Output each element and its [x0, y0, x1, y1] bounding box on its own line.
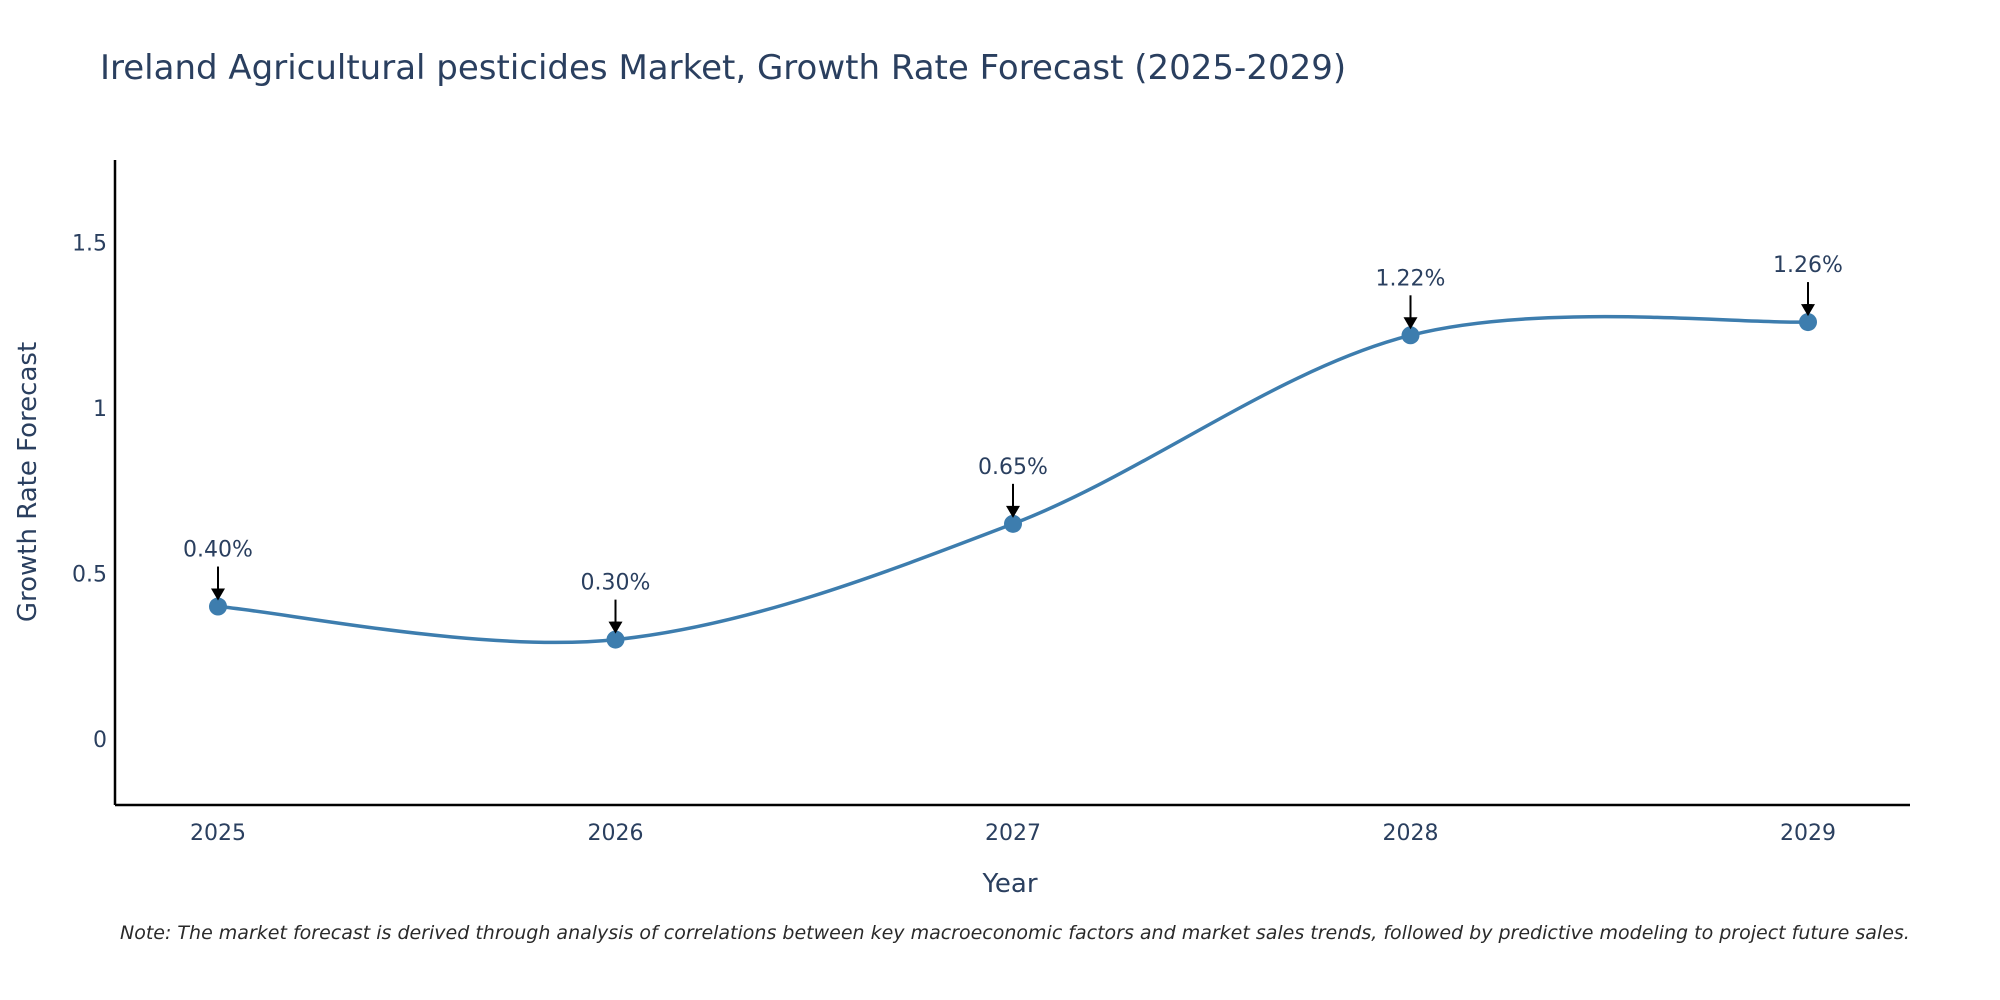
annotation-arrowhead — [608, 621, 623, 634]
data-label: 0.40% — [183, 538, 253, 563]
y-tick-label: 0.5 — [72, 562, 107, 587]
data-point — [1799, 313, 1817, 332]
y-axis-ticks: 0 0.5 1 1.5 — [72, 232, 107, 753]
data-label: 0.65% — [978, 455, 1048, 480]
data-label: 1.26% — [1773, 253, 1843, 278]
x-tick-label: 2027 — [985, 821, 1041, 846]
annotation-arrowhead — [1403, 317, 1418, 330]
y-tick-label: 1 — [93, 397, 107, 422]
x-axis-title: Year — [981, 869, 1037, 899]
annotation-arrowhead — [1006, 505, 1020, 518]
x-tick-label: 2029 — [1780, 821, 1836, 846]
data-markers — [209, 313, 1817, 649]
data-point — [606, 630, 625, 649]
x-tick-label: 2028 — [1383, 821, 1439, 846]
x-axis-ticks: 2025 2026 2027 2028 2029 — [190, 821, 1836, 846]
data-label: 0.30% — [581, 571, 651, 596]
data-point — [209, 597, 227, 616]
annotation-arrowhead — [1801, 304, 1815, 317]
data-label: 1.22% — [1376, 266, 1446, 291]
data-point — [1401, 326, 1420, 345]
x-tick-label: 2025 — [190, 821, 246, 846]
y-tick-label: 0 — [93, 728, 107, 753]
data-point — [1004, 514, 1022, 533]
x-tick-label: 2026 — [588, 821, 644, 846]
y-tick-label: 1.5 — [72, 232, 107, 257]
chart-note: Note: The market forecast is derived thr… — [120, 922, 1910, 944]
chart-title: Ireland Agricultural pesticides Market, … — [100, 48, 1347, 88]
data-annotations: 0.40% 0.30% 0.65% 1.22% 1.26% — [183, 253, 1843, 634]
y-axis-title: Growth Rate Forecast — [13, 342, 43, 622]
annotation-arrowhead — [211, 588, 225, 601]
